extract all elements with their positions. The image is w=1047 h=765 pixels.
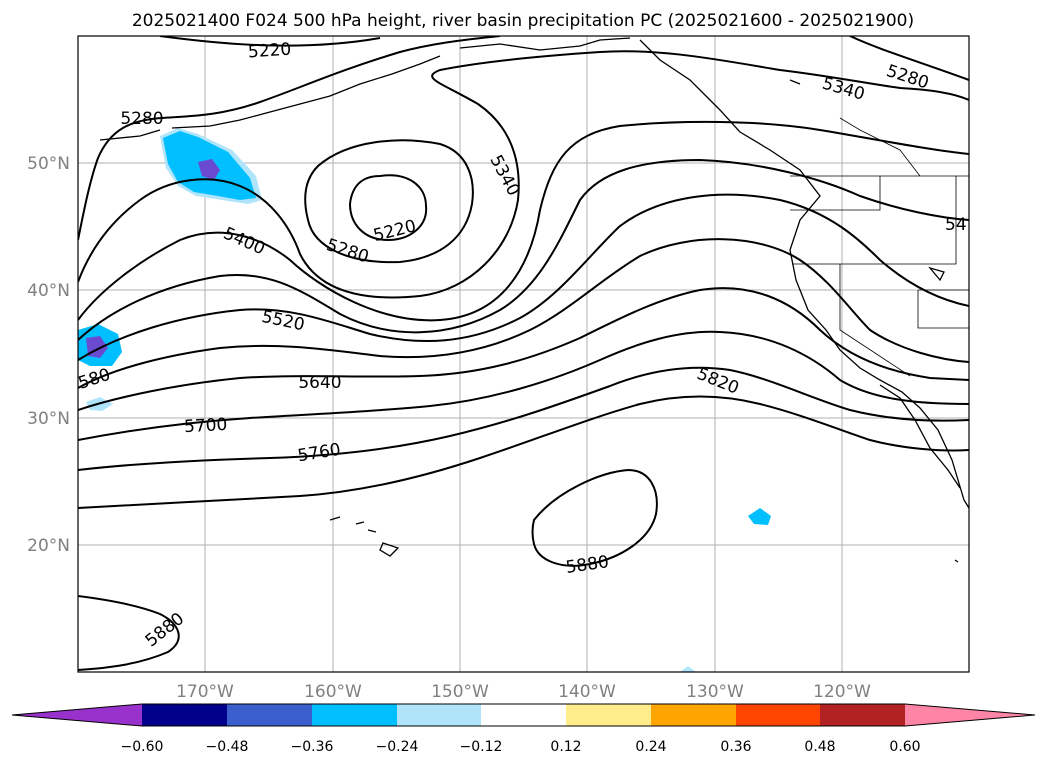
colorbar-tick-labels: −0.60 −0.48 −0.36 −0.24 −0.12 0.12 0.24 … <box>121 739 921 755</box>
coastlines <box>99 37 969 563</box>
colorbar-segment <box>312 704 397 726</box>
lat-tick-label: 30°N <box>27 409 70 429</box>
map-frame <box>77 35 970 673</box>
lon-tick-label: 170°W <box>176 682 234 702</box>
colorbar-segment <box>142 704 227 726</box>
contour-5220-north <box>159 36 381 47</box>
colorbar-segment <box>227 704 312 726</box>
precip-patch-aleutian-peak <box>198 159 220 180</box>
contour-5400 <box>78 120 969 322</box>
map-title: 2025021400 F024 500 hPa height, river ba… <box>132 11 914 31</box>
height-contours <box>78 36 969 671</box>
contour-5760 <box>78 366 969 471</box>
colorbar-tick-label: 0.36 <box>720 739 751 755</box>
colorbar-tick-label: 0.60 <box>889 739 920 755</box>
contour-label-5640: 5640 <box>298 373 341 393</box>
contour-5280-closed <box>304 139 474 264</box>
colorbar-segment <box>397 704 481 726</box>
colorbar-tick-label: 0.24 <box>635 739 666 755</box>
lon-tick-labels: 170°W 160°W 150°W 140°W 130°W 120°W <box>176 682 871 702</box>
lat-tick-label: 40°N <box>27 281 70 301</box>
colorbar-tick-label: 0.12 <box>550 739 581 755</box>
contour-5340 <box>78 50 969 299</box>
lon-tick-label: 130°W <box>686 682 744 702</box>
colorbar-tick-label: −0.12 <box>460 739 503 755</box>
lon-tick-label: 150°W <box>431 682 489 702</box>
contour-5580 <box>78 238 969 389</box>
precip-patch-south <box>680 666 696 672</box>
colorbar-segment <box>905 704 1035 726</box>
lat-tick-label: 20°N <box>27 536 70 556</box>
contour-5880-closed <box>531 468 658 567</box>
contour-5280-ne <box>849 36 969 81</box>
contour-5700 <box>78 330 969 441</box>
contour-5220-closed <box>348 174 428 242</box>
contour-5280-nw <box>78 36 501 241</box>
precip-patch-small-e <box>748 508 771 525</box>
colorbar-tick-label: 0.48 <box>804 739 835 755</box>
colorbar <box>11 703 1036 727</box>
contour-5460 <box>78 158 969 341</box>
contour-5820 <box>78 395 969 509</box>
lon-tick-label: 140°W <box>558 682 616 702</box>
map-area[interactable] <box>78 36 969 672</box>
colorbar-tick-label: −0.48 <box>206 739 249 755</box>
colorbar-tick-label: −0.36 <box>291 739 334 755</box>
contour-label-5460-edge: 54 <box>945 215 967 235</box>
contour-5520 <box>78 193 969 361</box>
colorbar-tick-label: −0.24 <box>376 739 419 755</box>
lat-tick-labels: 50°N 40°N 30°N 20°N <box>27 154 70 556</box>
lon-tick-label: 160°W <box>304 682 362 702</box>
lon-tick-label: 120°W <box>813 682 871 702</box>
colorbar-segment <box>736 704 820 726</box>
colorbar-segment <box>481 704 566 726</box>
colorbar-segment <box>651 704 736 726</box>
contour-5640 <box>78 287 969 411</box>
colorbar-segment <box>820 704 905 726</box>
contour-5880-sw <box>78 595 180 671</box>
colorbar-outline <box>11 703 1036 727</box>
contour-label-5700: 5700 <box>184 415 228 437</box>
colorbar-segment <box>12 704 142 726</box>
colorbar-segment <box>566 704 651 726</box>
contour-label-5280-nw: 5280 <box>120 109 163 129</box>
contour-label-5220-top: 5220 <box>247 40 292 63</box>
colorbar-tick-label: −0.60 <box>121 739 164 755</box>
lat-tick-label: 50°N <box>27 154 70 174</box>
